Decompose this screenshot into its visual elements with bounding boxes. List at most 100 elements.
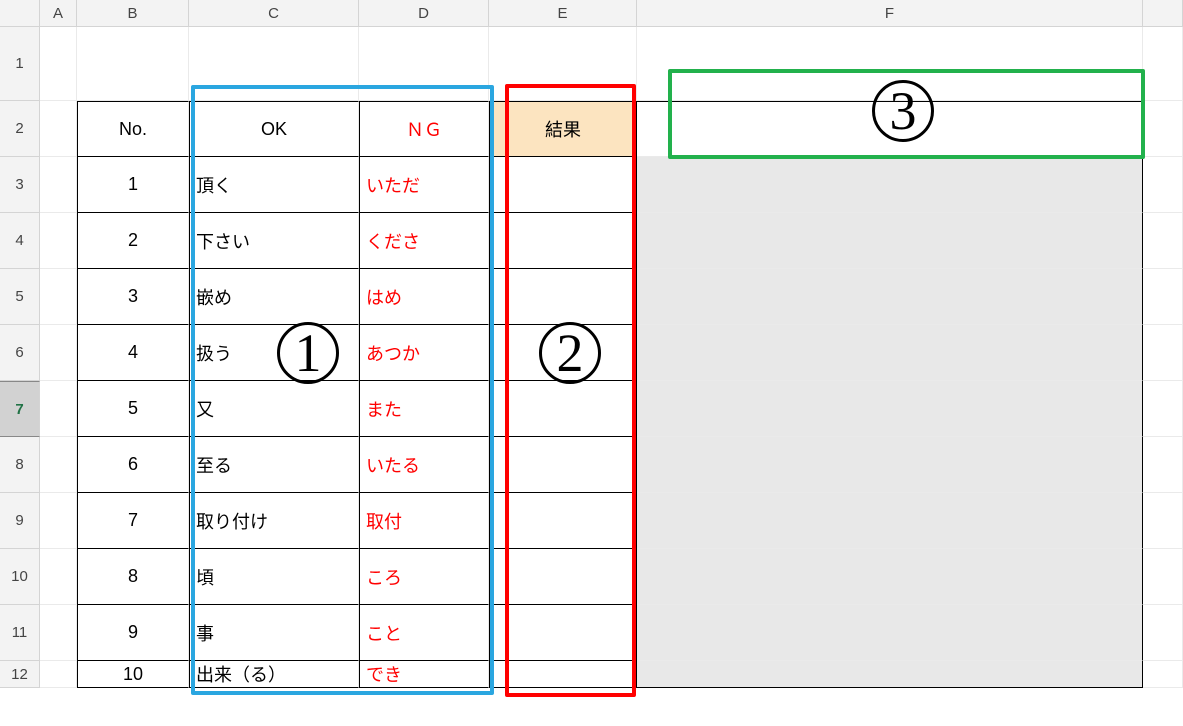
cell-D9[interactable]: 取付 [359, 493, 489, 549]
cell-F2[interactable] [637, 101, 1143, 157]
cell-C9[interactable]: 取り付け [189, 493, 359, 549]
cell-E4[interactable] [489, 213, 637, 269]
cell-G9[interactable] [1143, 493, 1183, 549]
cell-G7[interactable] [1143, 381, 1183, 437]
cell-E12[interactable] [489, 661, 637, 688]
cell-D6[interactable]: あつか [359, 325, 489, 381]
cell-C11[interactable]: 事 [189, 605, 359, 661]
cell-B6[interactable]: 4 [77, 325, 189, 381]
cell-F10[interactable] [637, 549, 1143, 605]
cell-D7[interactable]: また [359, 381, 489, 437]
cell-B10[interactable]: 8 [77, 549, 189, 605]
cell-F8[interactable] [637, 437, 1143, 493]
cell-B1[interactable] [77, 27, 189, 101]
cell-E11[interactable] [489, 605, 637, 661]
cell-F7[interactable] [637, 381, 1143, 437]
cell-E3[interactable] [489, 157, 637, 213]
cell-E9[interactable] [489, 493, 637, 549]
cell-A7[interactable] [40, 381, 77, 437]
cell-A12[interactable] [40, 661, 77, 688]
row-header-2[interactable]: 2 [0, 101, 40, 157]
cell-C5[interactable]: 嵌め [189, 269, 359, 325]
row-header-1[interactable]: 1 [0, 27, 40, 101]
cell-B9[interactable]: 7 [77, 493, 189, 549]
cell-C1[interactable] [189, 27, 359, 101]
cell-A10[interactable] [40, 549, 77, 605]
cell-B11[interactable]: 9 [77, 605, 189, 661]
cell-F11[interactable] [637, 605, 1143, 661]
cell-D8[interactable]: いたる [359, 437, 489, 493]
cell-C12[interactable]: 出来（る） [189, 661, 359, 688]
cell-D10[interactable]: ころ [359, 549, 489, 605]
cell-C4[interactable]: 下さい [189, 213, 359, 269]
col-header-B[interactable]: B [77, 0, 189, 27]
cell-F5[interactable] [637, 269, 1143, 325]
cell-G11[interactable] [1143, 605, 1183, 661]
cell-C6[interactable]: 扱う [189, 325, 359, 381]
row-header-8[interactable]: 8 [0, 437, 40, 493]
cell-C7[interactable]: 又 [189, 381, 359, 437]
cell-G8[interactable] [1143, 437, 1183, 493]
select-all-corner[interactable] [0, 0, 40, 27]
cell-E10[interactable] [489, 549, 637, 605]
cell-C3[interactable]: 頂く [189, 157, 359, 213]
cell-G2[interactable] [1143, 101, 1183, 157]
cell-A11[interactable] [40, 605, 77, 661]
cell-E5[interactable] [489, 269, 637, 325]
cell-G5[interactable] [1143, 269, 1183, 325]
cell-C10[interactable]: 頃 [189, 549, 359, 605]
cell-B4[interactable]: 2 [77, 213, 189, 269]
cell-A1[interactable] [40, 27, 77, 101]
cell-G1[interactable] [1143, 27, 1183, 101]
cell-A2[interactable] [40, 101, 77, 157]
cell-E8[interactable] [489, 437, 637, 493]
cell-F6[interactable] [637, 325, 1143, 381]
cell-B8[interactable]: 6 [77, 437, 189, 493]
cell-D1[interactable] [359, 27, 489, 101]
cell-G12[interactable] [1143, 661, 1183, 688]
cell-G4[interactable] [1143, 213, 1183, 269]
cell-F3[interactable] [637, 157, 1143, 213]
cell-E7[interactable] [489, 381, 637, 437]
cell-F12[interactable] [637, 661, 1143, 688]
col-header-D[interactable]: D [359, 0, 489, 27]
cell-A5[interactable] [40, 269, 77, 325]
row-header-6[interactable]: 6 [0, 325, 40, 381]
cell-B3[interactable]: 1 [77, 157, 189, 213]
cell-G10[interactable] [1143, 549, 1183, 605]
cell-E6[interactable] [489, 325, 637, 381]
col-header-C[interactable]: C [189, 0, 359, 27]
row-header-10[interactable]: 10 [0, 549, 40, 605]
cell-A9[interactable] [40, 493, 77, 549]
cell-B12[interactable]: 10 [77, 661, 189, 688]
cell-G3[interactable] [1143, 157, 1183, 213]
cell-D5[interactable]: はめ [359, 269, 489, 325]
cell-D3[interactable]: いただ [359, 157, 489, 213]
cell-A4[interactable] [40, 213, 77, 269]
row-header-9[interactable]: 9 [0, 493, 40, 549]
cell-A3[interactable] [40, 157, 77, 213]
cell-A6[interactable] [40, 325, 77, 381]
col-header-A[interactable]: A [40, 0, 77, 27]
row-header-4[interactable]: 4 [0, 213, 40, 269]
row-header-11[interactable]: 11 [0, 605, 40, 661]
cell-D11[interactable]: こと [359, 605, 489, 661]
cell-D4[interactable]: くださ [359, 213, 489, 269]
row-header-7[interactable]: 7 [0, 381, 40, 437]
cell-G6[interactable] [1143, 325, 1183, 381]
cell-F9[interactable] [637, 493, 1143, 549]
cell-B5[interactable]: 3 [77, 269, 189, 325]
cell-A8[interactable] [40, 437, 77, 493]
cell-E2[interactable]: 結果 [489, 101, 637, 157]
cell-D2[interactable]: ＮＧ [359, 101, 489, 157]
cell-B2[interactable]: No. [77, 101, 189, 157]
col-header-F[interactable]: F [637, 0, 1143, 27]
col-header-E[interactable]: E [489, 0, 637, 27]
cell-E1[interactable] [489, 27, 637, 101]
cell-C2[interactable]: OK [189, 101, 359, 157]
row-header-5[interactable]: 5 [0, 269, 40, 325]
cell-F4[interactable] [637, 213, 1143, 269]
cell-F1[interactable] [637, 27, 1143, 101]
cell-B7[interactable]: 5 [77, 381, 189, 437]
cell-C8[interactable]: 至る [189, 437, 359, 493]
